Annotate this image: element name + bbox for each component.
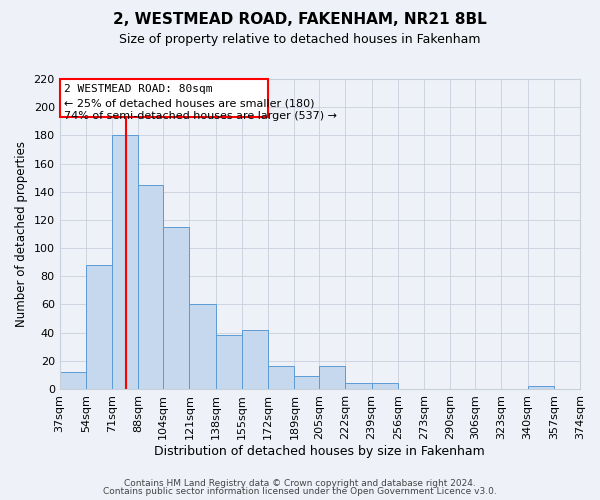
X-axis label: Distribution of detached houses by size in Fakenham: Distribution of detached houses by size …	[154, 444, 485, 458]
Bar	[346, 384, 371, 389]
Bar	[242, 330, 268, 389]
Bar	[190, 304, 215, 389]
Text: 74% of semi-detached houses are larger (537) →: 74% of semi-detached houses are larger (…	[64, 111, 337, 121]
Bar	[59, 372, 86, 389]
Bar	[295, 376, 319, 389]
Bar	[215, 336, 242, 389]
Bar	[527, 386, 554, 389]
Bar	[371, 384, 398, 389]
Text: Contains HM Land Registry data © Crown copyright and database right 2024.: Contains HM Land Registry data © Crown c…	[124, 478, 476, 488]
Bar	[268, 366, 295, 389]
Bar	[86, 265, 112, 389]
Text: Size of property relative to detached houses in Fakenham: Size of property relative to detached ho…	[119, 32, 481, 46]
Y-axis label: Number of detached properties: Number of detached properties	[15, 141, 28, 327]
Text: 2 WESTMEAD ROAD: 80sqm: 2 WESTMEAD ROAD: 80sqm	[64, 84, 213, 94]
Text: 2, WESTMEAD ROAD, FAKENHAM, NR21 8BL: 2, WESTMEAD ROAD, FAKENHAM, NR21 8BL	[113, 12, 487, 28]
Text: Contains public sector information licensed under the Open Government Licence v3: Contains public sector information licen…	[103, 487, 497, 496]
Bar	[319, 366, 346, 389]
Bar	[163, 227, 190, 389]
Bar	[112, 136, 139, 389]
Bar	[139, 184, 163, 389]
Text: ← 25% of detached houses are smaller (180): ← 25% of detached houses are smaller (18…	[64, 98, 315, 108]
